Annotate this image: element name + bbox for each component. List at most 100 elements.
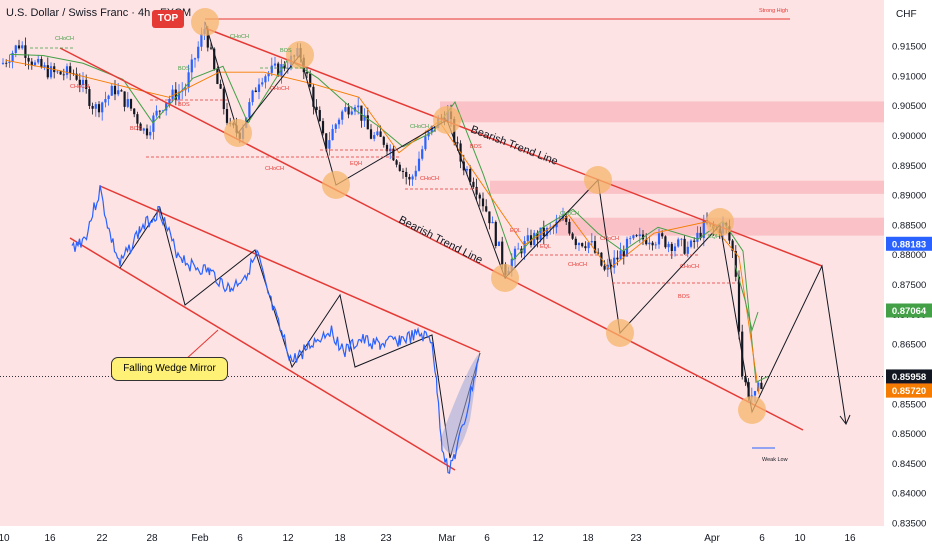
supply-zone: [490, 180, 884, 194]
smc-label: CHoCH: [230, 34, 249, 40]
candle-body: [206, 29, 209, 48]
candle-body: [37, 58, 40, 63]
swing-highlight-circle: [224, 119, 252, 147]
candle-body: [414, 170, 417, 177]
weak-low-label: Weak Low: [762, 457, 788, 463]
candle-body: [190, 59, 193, 73]
falling-wedge-label: Falling Wedge Mirror: [111, 357, 228, 381]
projection-arrow: [839, 414, 851, 425]
candle-body: [609, 264, 613, 268]
swing-highlight-circle: [584, 166, 612, 194]
candle-body: [616, 257, 619, 260]
y-tick-label: 0.91000: [892, 71, 926, 82]
candle-body: [661, 233, 664, 237]
candle-body: [686, 246, 689, 254]
candle-body: [85, 79, 88, 90]
candle-body: [27, 57, 30, 62]
candle-body: [382, 136, 385, 145]
candle-body: [171, 89, 174, 99]
swing-highlight-circle: [606, 319, 634, 347]
candle-body: [760, 382, 763, 389]
candle-body: [168, 98, 171, 104]
candle-body: [635, 235, 638, 237]
candle-body: [363, 115, 366, 121]
wedge-mirror-series: [71, 185, 480, 475]
candle-body: [136, 114, 139, 124]
x-tick-label: 22: [96, 533, 108, 544]
candle-body: [65, 66, 69, 75]
candle-body: [421, 149, 424, 159]
price-tag-bg: [886, 383, 932, 398]
candle-body: [517, 248, 520, 250]
candle-body: [62, 74, 65, 76]
x-tick-label: 6: [237, 533, 243, 544]
candle-body: [401, 170, 405, 172]
smc-label: BOS: [280, 48, 292, 54]
candle-body: [49, 66, 53, 78]
candle-body: [510, 259, 513, 271]
swing-highlight-circle: [706, 208, 734, 236]
candle-body: [613, 257, 616, 268]
candle-body: [392, 148, 395, 161]
candle-body: [590, 241, 593, 243]
x-tick-label: Feb: [191, 533, 209, 544]
candle-body: [315, 106, 318, 111]
candle-body: [744, 376, 747, 383]
candle-body: [411, 176, 414, 180]
smc-label: CHoCH: [680, 264, 699, 270]
candle-body: [344, 107, 347, 112]
candle-body: [670, 243, 673, 251]
candle-body: [475, 186, 478, 195]
candle-body: [571, 233, 574, 239]
candle-body: [251, 90, 254, 103]
candle-body: [91, 105, 94, 109]
candle-body: [149, 131, 152, 136]
candle-body: [216, 69, 219, 84]
candle-body: [488, 211, 491, 224]
smc-label: CHoCH: [55, 36, 74, 42]
candle-body: [603, 265, 606, 270]
zigzag-projection: [204, 21, 847, 425]
candle-body: [187, 72, 190, 88]
candle-body: [177, 91, 181, 100]
candle-body: [200, 33, 203, 47]
candle-body: [341, 111, 344, 120]
candle-body: [331, 128, 334, 141]
price-tag-label: 0.85958: [892, 372, 926, 383]
candle-body: [21, 45, 24, 49]
x-tick-label: 12: [532, 533, 544, 544]
candle-body: [753, 391, 757, 396]
price-tag: 0.85720: [886, 383, 932, 398]
y-tick-label: 0.88000: [892, 250, 926, 261]
y-tick-label: 0.85000: [892, 429, 926, 440]
x-tick-label: Mar: [438, 533, 456, 544]
x-tick-label: 16: [844, 533, 856, 544]
candle-body: [501, 241, 504, 265]
smc-label: CHoCH: [270, 86, 289, 92]
ma-green-tail: [734, 264, 759, 332]
candle-body: [731, 240, 734, 252]
candle-body: [417, 158, 421, 171]
x-tick-label: 6: [759, 533, 765, 544]
y-tick-label: 0.90500: [892, 101, 926, 112]
candle-body: [213, 48, 216, 70]
candle-body: [689, 240, 693, 247]
x-tick-label: 18: [582, 533, 594, 544]
candle-body: [334, 124, 337, 129]
smc-label: CHoCH: [560, 211, 579, 217]
price-tag-label: 0.87064: [892, 306, 927, 317]
candle-body: [737, 276, 741, 332]
currency-label[interactable]: CHF: [896, 9, 917, 20]
candle-body: [88, 89, 91, 106]
candle-body: [257, 84, 261, 92]
candle-body: [309, 73, 312, 87]
candle-body: [270, 65, 273, 73]
price-tag-bg: [886, 369, 932, 384]
candle-body: [568, 221, 571, 234]
price-tag: 0.85958: [886, 369, 932, 384]
y-tick-label: 0.89500: [892, 161, 926, 172]
candle-body: [366, 115, 369, 130]
candle-body: [325, 133, 328, 149]
candle-body: [165, 103, 168, 111]
